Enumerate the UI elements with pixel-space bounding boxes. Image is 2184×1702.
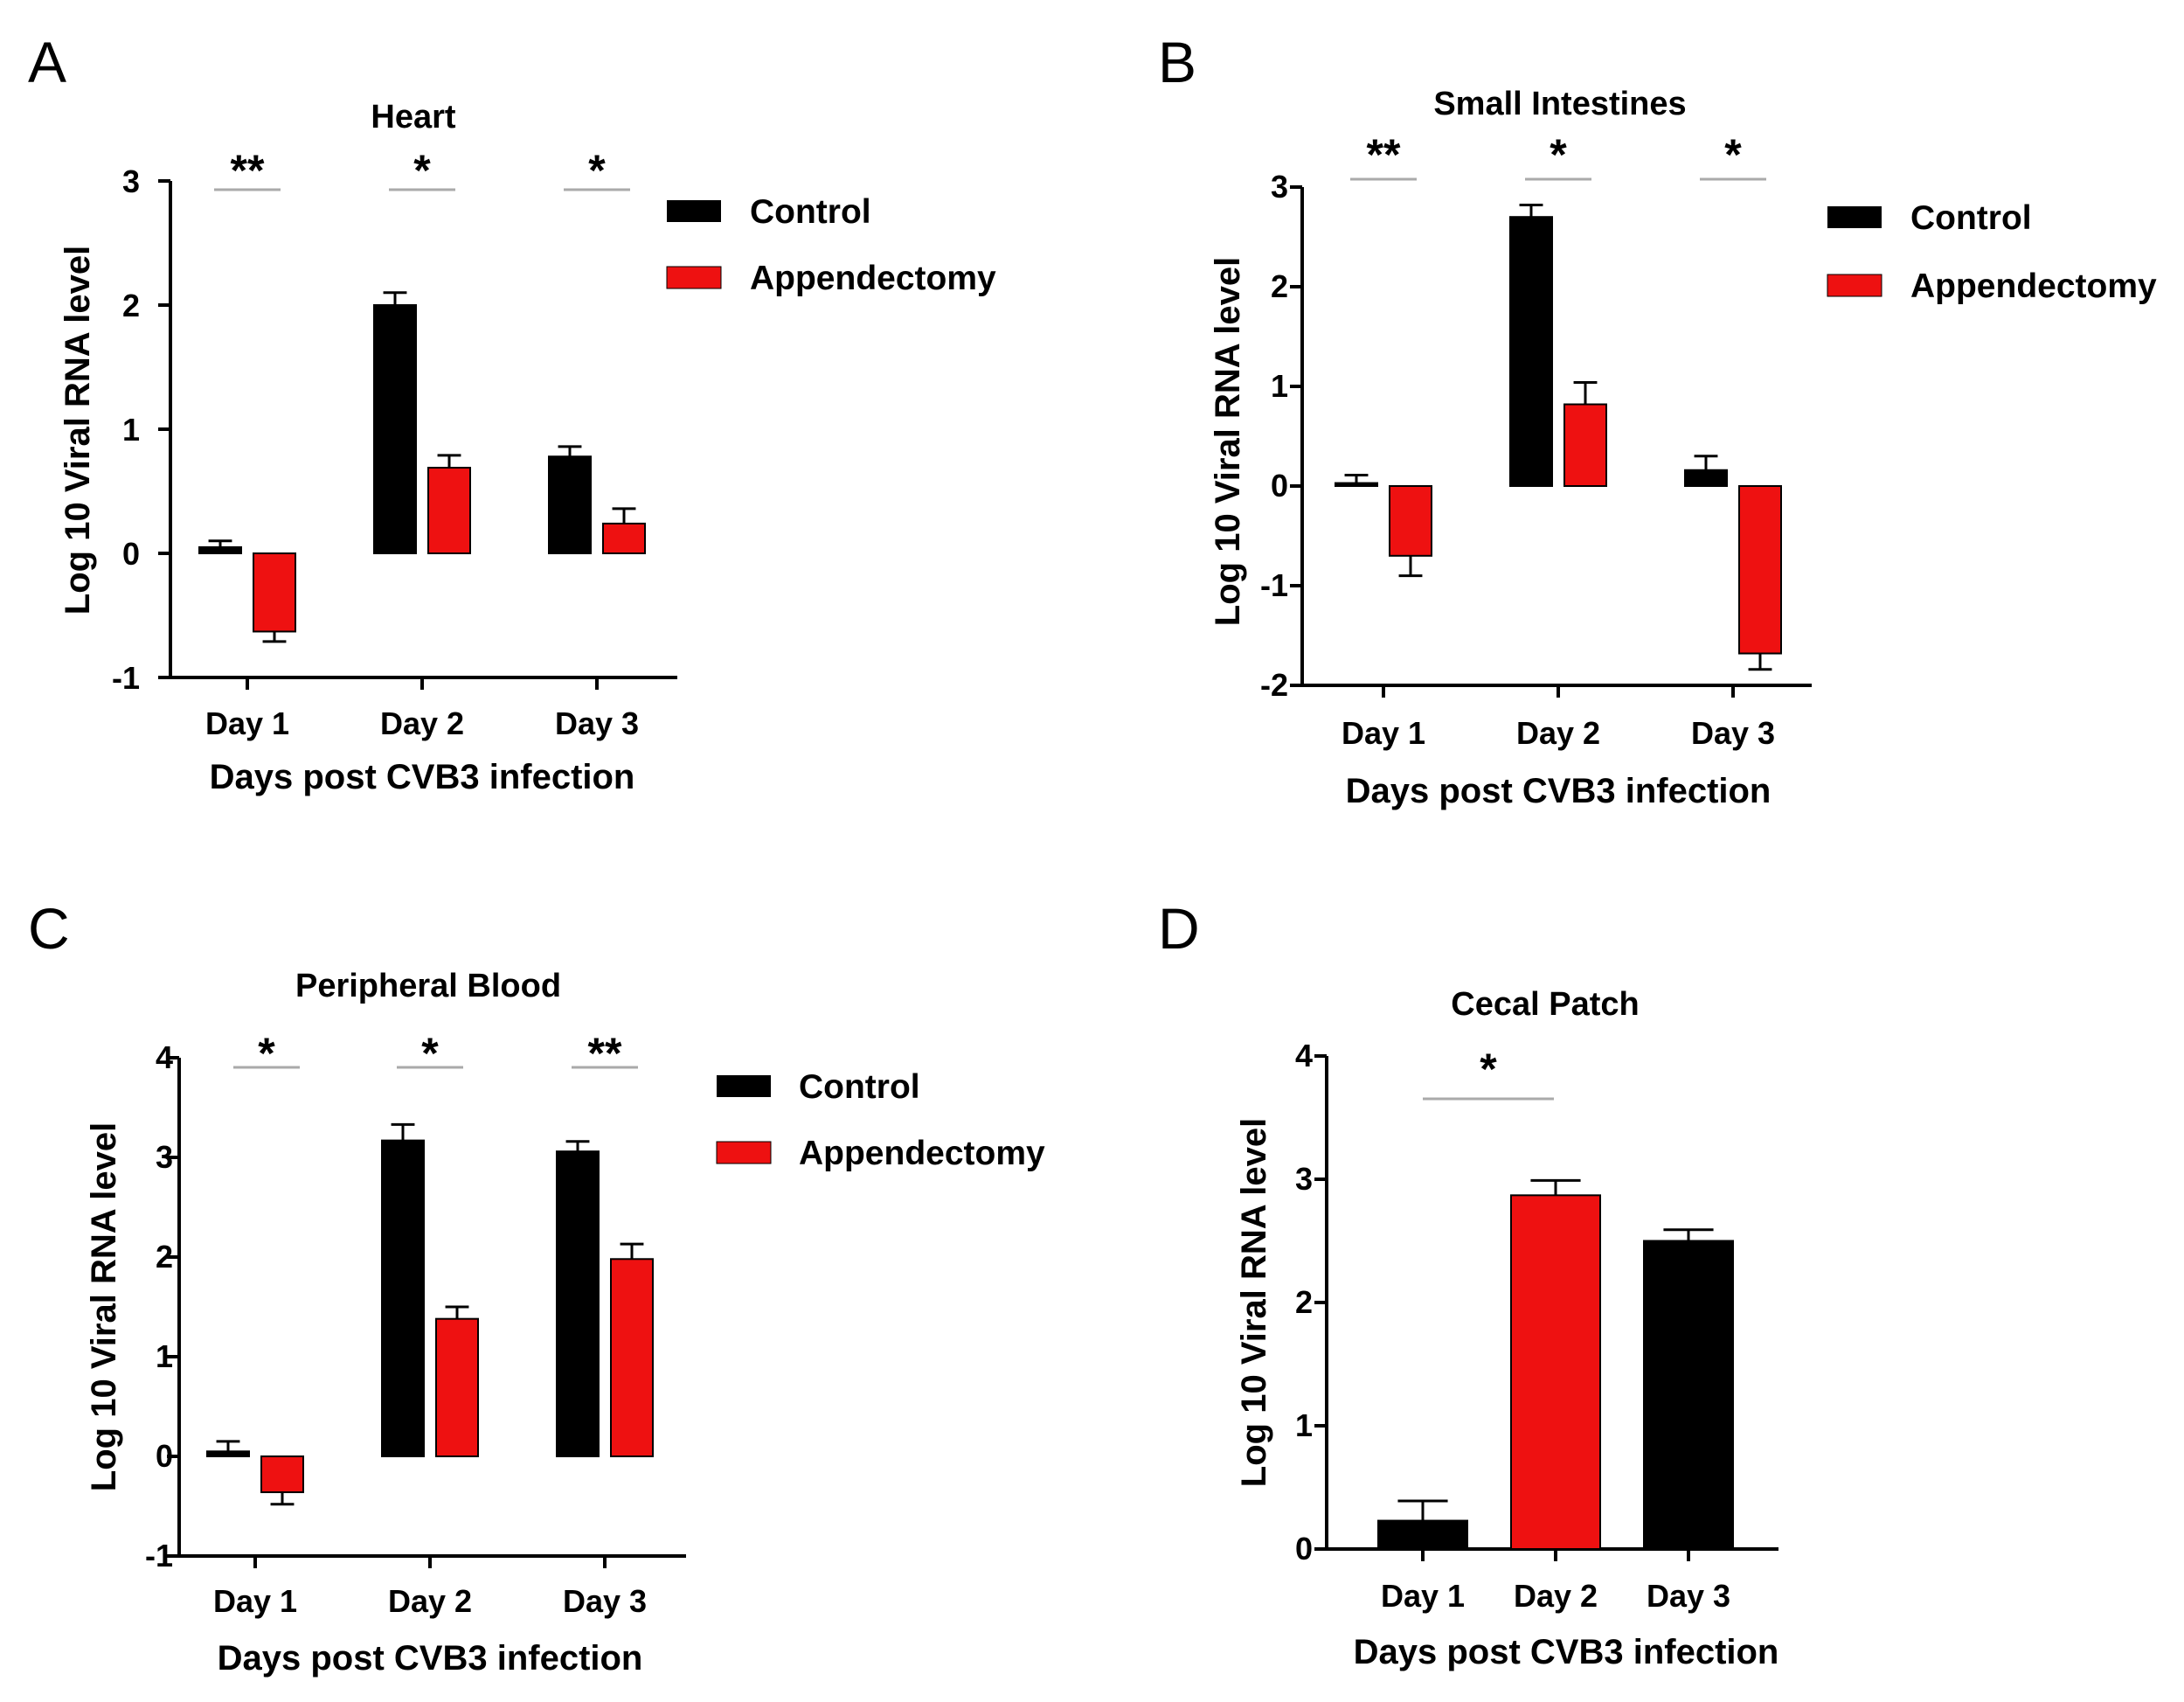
legend-swatch-control <box>667 200 721 222</box>
legend-swatch-appendectomy <box>1827 274 1882 297</box>
significance-label: * <box>588 146 606 195</box>
legend-swatch-appendectomy <box>716 1141 772 1164</box>
chart-marks <box>158 177 1812 1568</box>
panel-label-d: D <box>1158 896 1200 961</box>
x-axis-label: Days post CVB3 infection <box>1346 772 1771 810</box>
x-axis-label: Days post CVB3 infection <box>1354 1633 1779 1671</box>
significance-label: * <box>1480 1045 1497 1094</box>
bar-control-day-3 <box>1684 469 1728 488</box>
x-tick-label: Day 1 <box>213 1583 297 1619</box>
legend-label-appendectomy: Appendectomy <box>750 260 996 297</box>
x-axis-label: Days post CVB3 infection <box>218 1639 643 1678</box>
bar-day-3 <box>1643 1240 1734 1550</box>
y-tick-label: 3 <box>1271 169 1288 205</box>
y-tick-label: -1 <box>1260 567 1288 603</box>
bar-appendectomy-day-2 <box>427 467 471 555</box>
x-tick-label: Day 3 <box>1691 715 1775 751</box>
y-tick-label: 3 <box>122 163 140 199</box>
bar-control-day-1 <box>1335 482 1378 488</box>
y-axis-label: Log 10 Viral RNA level <box>1209 257 1247 626</box>
bar-appendectomy-day-3 <box>1738 485 1782 655</box>
y-axis-label: Log 10 Viral RNA level <box>1235 1118 1273 1487</box>
x-tick-label: Day 1 <box>1381 1578 1465 1614</box>
y-axis-label: Log 10 Viral RNA level <box>59 246 97 615</box>
panel-label-b: B <box>1158 30 1196 94</box>
legend-label-appendectomy: Appendectomy <box>799 1135 1045 1172</box>
chart-title: Cecal Patch <box>1451 986 1639 1023</box>
significance-label: ** <box>1367 130 1401 179</box>
panel-a: A Heart Log 10 Viral RNA level Days post… <box>28 30 996 796</box>
y-axis-label: Log 10 Viral RNA level <box>85 1122 123 1491</box>
y-tick-label: 0 <box>1271 468 1288 504</box>
significance-label: ** <box>588 1029 622 1078</box>
bar-control-day-1 <box>206 1450 250 1458</box>
significance-label: * <box>413 146 431 195</box>
bar-appendectomy-day-3 <box>602 522 646 554</box>
chart-title: Peripheral Blood <box>295 968 561 1004</box>
bar-control-day-2 <box>1509 216 1553 487</box>
bar-control-day-2 <box>381 1139 425 1457</box>
x-tick-label: Day 2 <box>1516 715 1600 751</box>
bar-appendectomy-day-2 <box>1563 403 1607 487</box>
panel-label-a: A <box>28 30 66 94</box>
legend-label-control: Control <box>799 1068 920 1106</box>
y-tick-label: 2 <box>1271 268 1288 304</box>
y-tick-label: 2 <box>156 1239 173 1275</box>
legend-label-appendectomy: Appendectomy <box>1910 267 2157 305</box>
y-tick-label: 2 <box>1295 1284 1313 1320</box>
y-tick-label: -1 <box>112 660 140 696</box>
y-tick-label: 3 <box>156 1139 173 1175</box>
legend-swatch-appendectomy <box>666 266 722 289</box>
y-tick-label: 2 <box>122 288 140 323</box>
x-tick-label: Day 3 <box>1647 1578 1730 1614</box>
chart-title: Heart <box>371 99 455 135</box>
bar-appendectomy-day-3 <box>610 1258 654 1458</box>
bar-control-day-1 <box>198 545 242 555</box>
significance-label: ** <box>231 146 265 195</box>
legend-swatch-control <box>1827 206 1882 228</box>
bar-appendectomy-day-1 <box>253 552 296 633</box>
x-tick-label: Day 2 <box>388 1583 472 1619</box>
y-tick-label: 1 <box>156 1338 173 1374</box>
significance-label: * <box>421 1029 439 1078</box>
chart-title: Small Intestines <box>1433 86 1686 122</box>
bar-day-2 <box>1510 1194 1601 1550</box>
bar-appendectomy-day-2 <box>435 1317 479 1458</box>
y-tick-label: 0 <box>1295 1531 1313 1567</box>
y-tick-label: 1 <box>1271 368 1288 404</box>
y-tick-label: 3 <box>1295 1161 1313 1197</box>
x-tick-label: Day 1 <box>205 705 289 741</box>
panel-label-c: C <box>28 896 70 961</box>
x-tick-label: Day 3 <box>555 705 639 741</box>
x-tick-label: Day 2 <box>1514 1578 1598 1614</box>
bar-control-day-2 <box>373 304 417 554</box>
y-tick-label: 4 <box>1295 1038 1313 1073</box>
legend-label-control: Control <box>1910 199 2032 237</box>
y-tick-label: 0 <box>156 1438 173 1474</box>
y-tick-label: -2 <box>1260 667 1288 703</box>
y-tick-label: 1 <box>122 412 140 448</box>
y-tick-label: 1 <box>1295 1407 1313 1443</box>
legend-swatch-control <box>717 1075 771 1097</box>
bar-day-1 <box>1377 1519 1468 1550</box>
significance-label: * <box>1550 130 1567 179</box>
y-tick-label: 0 <box>122 536 140 572</box>
x-tick-label: Day 2 <box>380 705 464 741</box>
significance-label: * <box>258 1029 275 1078</box>
bar-appendectomy-day-1 <box>1389 485 1432 557</box>
panel-b: B Small Intestines Log 10 Viral RNA leve… <box>1158 30 2157 810</box>
legend-label-control: Control <box>750 193 871 231</box>
significance-label: * <box>1724 130 1742 179</box>
x-tick-label: Day 3 <box>563 1583 647 1619</box>
bar-control-day-3 <box>556 1150 600 1458</box>
bar-control-day-3 <box>548 455 592 554</box>
x-axis-label: Days post CVB3 infection <box>210 758 635 796</box>
y-tick-label: 4 <box>156 1039 173 1075</box>
x-tick-label: Day 1 <box>1342 715 1425 751</box>
panel-d: D Cecal Patch Log 10 Viral RNA level Day… <box>1158 896 1778 1671</box>
bar-appendectomy-day-1 <box>260 1455 304 1494</box>
